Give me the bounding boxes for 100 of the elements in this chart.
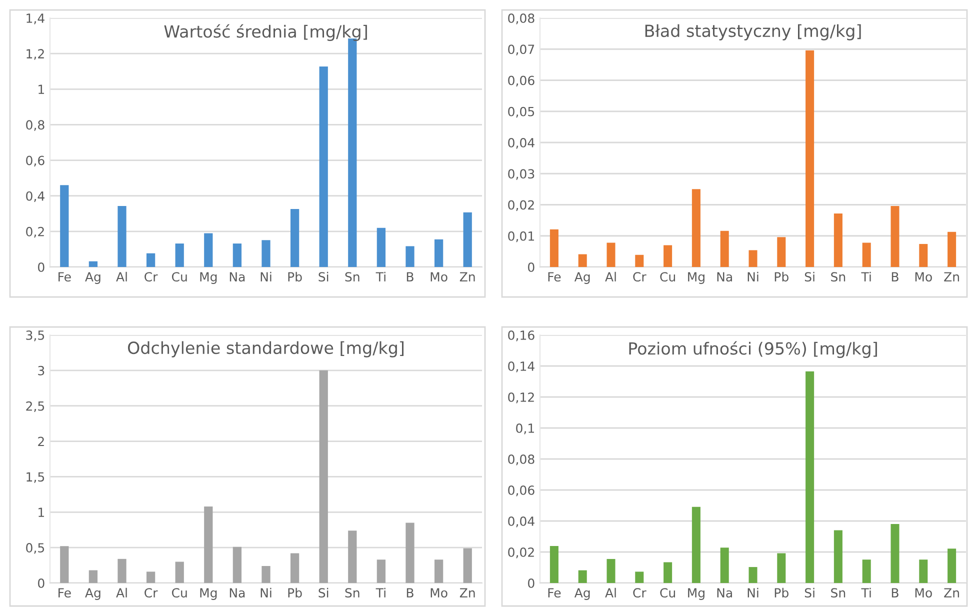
x-tick-label: Ti — [376, 272, 386, 282]
chart-title: Bład statystyczny [mg/kg] — [645, 24, 861, 40]
bar — [720, 548, 729, 583]
y-tick-label: 2,5 — [26, 401, 44, 412]
x-tick-label: Mo — [430, 272, 448, 282]
bar — [748, 250, 758, 267]
y-tick-label: 3,5 — [26, 330, 44, 342]
y-tick-label: 0 — [528, 578, 534, 588]
y-tick-label: 1 — [38, 508, 44, 517]
y-tick-label: 0,03 — [508, 169, 534, 180]
bar — [692, 189, 700, 267]
x-tick-label: Fe — [548, 588, 561, 598]
x-tick-label: Ti — [861, 272, 871, 282]
bar — [606, 242, 616, 267]
bar — [919, 244, 928, 267]
bar — [862, 560, 871, 583]
bar — [319, 66, 328, 267]
y-tick-label: 0,6 — [26, 156, 44, 166]
x-tick-label: Pb — [288, 272, 302, 282]
bar — [146, 253, 156, 267]
chart-title: Poziom ufności (95%) [mg/kg] — [629, 341, 877, 358]
x-tick-label: Al — [116, 588, 127, 598]
bar — [463, 548, 472, 583]
x-tick-label: Al — [605, 588, 616, 598]
x-tick-label: Ag — [85, 588, 100, 600]
y-tick-label: 1,5 — [26, 472, 44, 483]
y-tick-label: 1 — [38, 84, 44, 94]
y-tick-label: 0,04 — [508, 138, 534, 149]
bar — [204, 506, 213, 583]
bar — [834, 530, 842, 583]
x-tick-label: Zn — [460, 272, 475, 282]
y-tick-label: 0,1 — [516, 423, 534, 434]
y-tick-label: 0,5 — [26, 543, 44, 554]
bar — [348, 530, 357, 583]
x-tick-label: Cr — [633, 588, 646, 598]
bar — [635, 254, 644, 267]
y-tick-label: 0,01 — [508, 231, 534, 242]
bar — [890, 206, 900, 267]
bar — [777, 553, 786, 583]
x-tick-label: Fe — [58, 588, 71, 598]
x-tick-label: Sn — [345, 588, 360, 598]
x-tick-label: Mo — [915, 272, 932, 282]
bar — [376, 228, 386, 267]
x-tick-label: Pb — [288, 588, 302, 598]
x-tick-label: Ni — [748, 588, 758, 598]
x-tick-label: Mg — [200, 272, 217, 284]
bar — [692, 506, 700, 583]
bar — [550, 546, 558, 583]
bar — [777, 237, 786, 267]
x-tick-label: Fe — [548, 272, 561, 282]
y-tick-label: 0,06 — [508, 485, 534, 496]
x-tick-label: Si — [318, 272, 328, 282]
x-tick-label: Cu — [660, 588, 675, 598]
bar — [806, 50, 814, 267]
bar — [720, 230, 729, 267]
bar — [118, 206, 126, 267]
bar — [118, 558, 126, 583]
x-tick-label: Zn — [944, 272, 959, 282]
bar — [862, 242, 871, 267]
y-tick-label: 0,06 — [508, 76, 534, 86]
x-tick-label: Zn — [460, 588, 475, 598]
bar — [262, 240, 270, 267]
y-tick-label: 0 — [38, 578, 44, 588]
x-tick-label: Sn — [831, 588, 846, 598]
y-tick-label: 2 — [38, 436, 44, 446]
y-tick-label: 0,08 — [508, 454, 534, 466]
x-tick-label: Na — [717, 588, 732, 598]
x-tick-label: B — [406, 272, 414, 282]
x-tick-label: Mg — [688, 272, 704, 284]
bar — [948, 548, 956, 583]
bar — [232, 546, 242, 583]
y-tick-label: 0 — [528, 262, 534, 272]
x-tick-label: Na — [230, 272, 245, 282]
x-tick-label: Mo — [430, 588, 448, 598]
bar — [406, 522, 414, 583]
x-tick-label: B — [892, 588, 898, 598]
bar — [550, 229, 558, 267]
bar — [88, 570, 98, 583]
x-tick-label: Mg — [688, 588, 704, 600]
x-tick-label: Si — [318, 588, 328, 598]
bar — [834, 213, 842, 267]
x-tick-label: Na — [717, 272, 732, 282]
bar — [919, 560, 928, 583]
y-tick-label: 0 — [38, 262, 44, 272]
bar — [175, 562, 184, 583]
bar — [748, 567, 758, 583]
y-tick-label: 3 — [38, 366, 44, 376]
bar — [948, 232, 956, 267]
y-tick-label: 0,16 — [508, 330, 534, 342]
bar — [434, 560, 444, 583]
y-tick-label: 1,2 — [26, 49, 44, 60]
x-tick-label: Cr — [144, 272, 158, 282]
x-tick-label: Ti — [376, 588, 386, 598]
x-tick-label: Si — [804, 272, 814, 282]
x-tick-label: Ag — [574, 272, 590, 284]
x-tick-label: Ni — [260, 588, 272, 598]
bar — [146, 572, 156, 583]
bar — [262, 566, 270, 583]
bar — [319, 370, 328, 583]
x-tick-label: Ag — [574, 588, 590, 600]
